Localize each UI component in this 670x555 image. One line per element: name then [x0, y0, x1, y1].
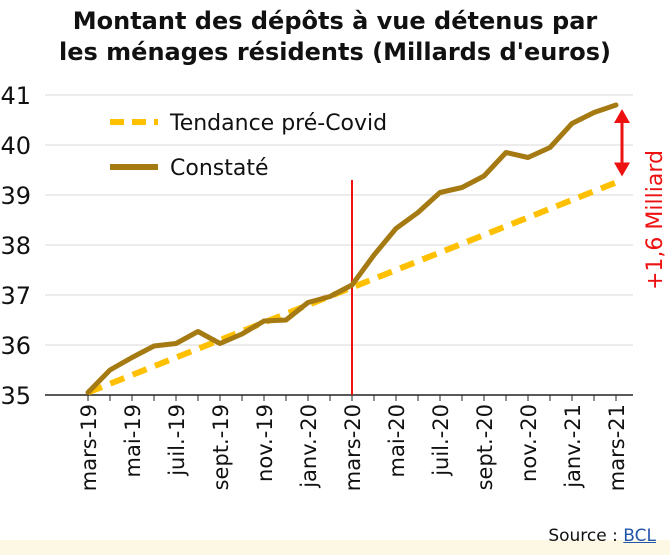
y-tick-label: 38 [0, 232, 31, 260]
x-tick-label: sept.-19 [209, 404, 233, 490]
x-tick-label: mars-21 [605, 404, 629, 491]
y-tick-label: 36 [0, 332, 31, 360]
source-link[interactable]: BCL [623, 526, 656, 546]
source-credit: Source : BCL [548, 526, 656, 546]
x-tick-label: nov.-20 [517, 404, 541, 482]
y-tick-label: 35 [0, 382, 31, 410]
legend-label-constate: Constaté [170, 156, 269, 181]
y-tick-label: 40 [0, 132, 31, 160]
gap-label: +1,6 Milliard [643, 150, 668, 290]
x-tick-label: nov.-19 [253, 404, 277, 482]
x-tick-label: sept.-20 [473, 404, 497, 490]
x-tick-label: janv.-20 [297, 404, 321, 489]
source-label: Source : [548, 526, 624, 546]
x-tick-label: janv.-21 [561, 404, 585, 489]
x-tick-label: mars-20 [341, 404, 365, 491]
chart-title-line-1: Montant des dépôts à vue détenus par [72, 7, 598, 35]
series-line-constate [85, 102, 619, 395]
legend-label-tendance: Tendance pré-Covid [169, 111, 387, 136]
x-tick-label: mai-20 [385, 404, 409, 477]
y-tick-label: 41 [0, 82, 31, 110]
y-tick-label: 37 [0, 282, 31, 310]
gap-arrow-head-up [614, 109, 630, 123]
x-tick-label: mai-19 [121, 404, 145, 477]
x-tick-label: juil.-20 [429, 404, 453, 477]
chart-title-line-2: les ménages résidents (Millards d'euros) [59, 38, 611, 66]
x-tick-label: juil.-19 [165, 404, 189, 477]
line-chart: 35 36 37 38 39 40 41 mars-19 mai-19 juil.-19 sept.… [0, 82, 668, 491]
x-tick-label: mars-19 [77, 404, 101, 491]
gap-arrow-head-down [614, 162, 630, 177]
y-tick-label: 39 [0, 182, 31, 210]
chart-title: Montant des dépôts à vue détenus par les… [0, 6, 670, 68]
